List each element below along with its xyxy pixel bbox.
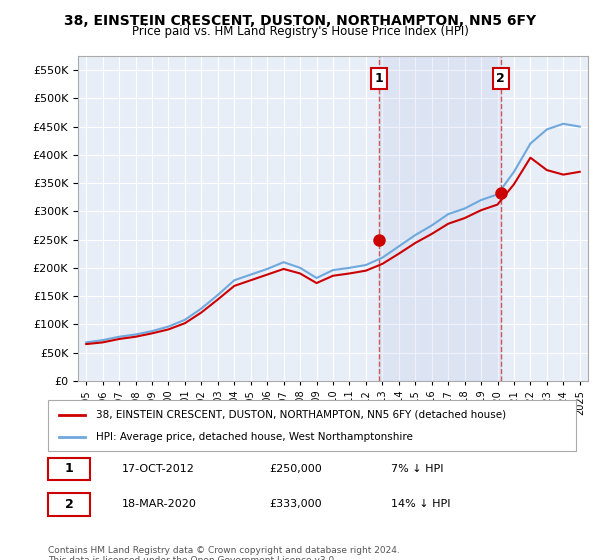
FancyBboxPatch shape — [48, 493, 90, 516]
FancyBboxPatch shape — [48, 400, 576, 451]
Text: 2: 2 — [496, 72, 505, 85]
Text: 1: 1 — [65, 462, 73, 475]
Text: 1: 1 — [374, 72, 383, 85]
Text: Contains HM Land Registry data © Crown copyright and database right 2024.
This d: Contains HM Land Registry data © Crown c… — [48, 546, 400, 560]
Text: 18-MAR-2020: 18-MAR-2020 — [122, 499, 197, 509]
Text: 38, EINSTEIN CRESCENT, DUSTON, NORTHAMPTON, NN5 6FY: 38, EINSTEIN CRESCENT, DUSTON, NORTHAMPT… — [64, 14, 536, 28]
Text: 7% ↓ HPI: 7% ↓ HPI — [391, 464, 444, 474]
Text: 14% ↓ HPI: 14% ↓ HPI — [391, 499, 451, 509]
Text: HPI: Average price, detached house, West Northamptonshire: HPI: Average price, detached house, West… — [95, 432, 412, 442]
Text: Price paid vs. HM Land Registry's House Price Index (HPI): Price paid vs. HM Land Registry's House … — [131, 25, 469, 38]
Text: 17-OCT-2012: 17-OCT-2012 — [122, 464, 195, 474]
Text: £333,000: £333,000 — [270, 499, 322, 509]
FancyBboxPatch shape — [48, 458, 90, 480]
Bar — [379, 56, 501, 381]
Text: 2: 2 — [65, 498, 73, 511]
Text: 38, EINSTEIN CRESCENT, DUSTON, NORTHAMPTON, NN5 6FY (detached house): 38, EINSTEIN CRESCENT, DUSTON, NORTHAMPT… — [95, 409, 506, 419]
Text: £250,000: £250,000 — [270, 464, 323, 474]
